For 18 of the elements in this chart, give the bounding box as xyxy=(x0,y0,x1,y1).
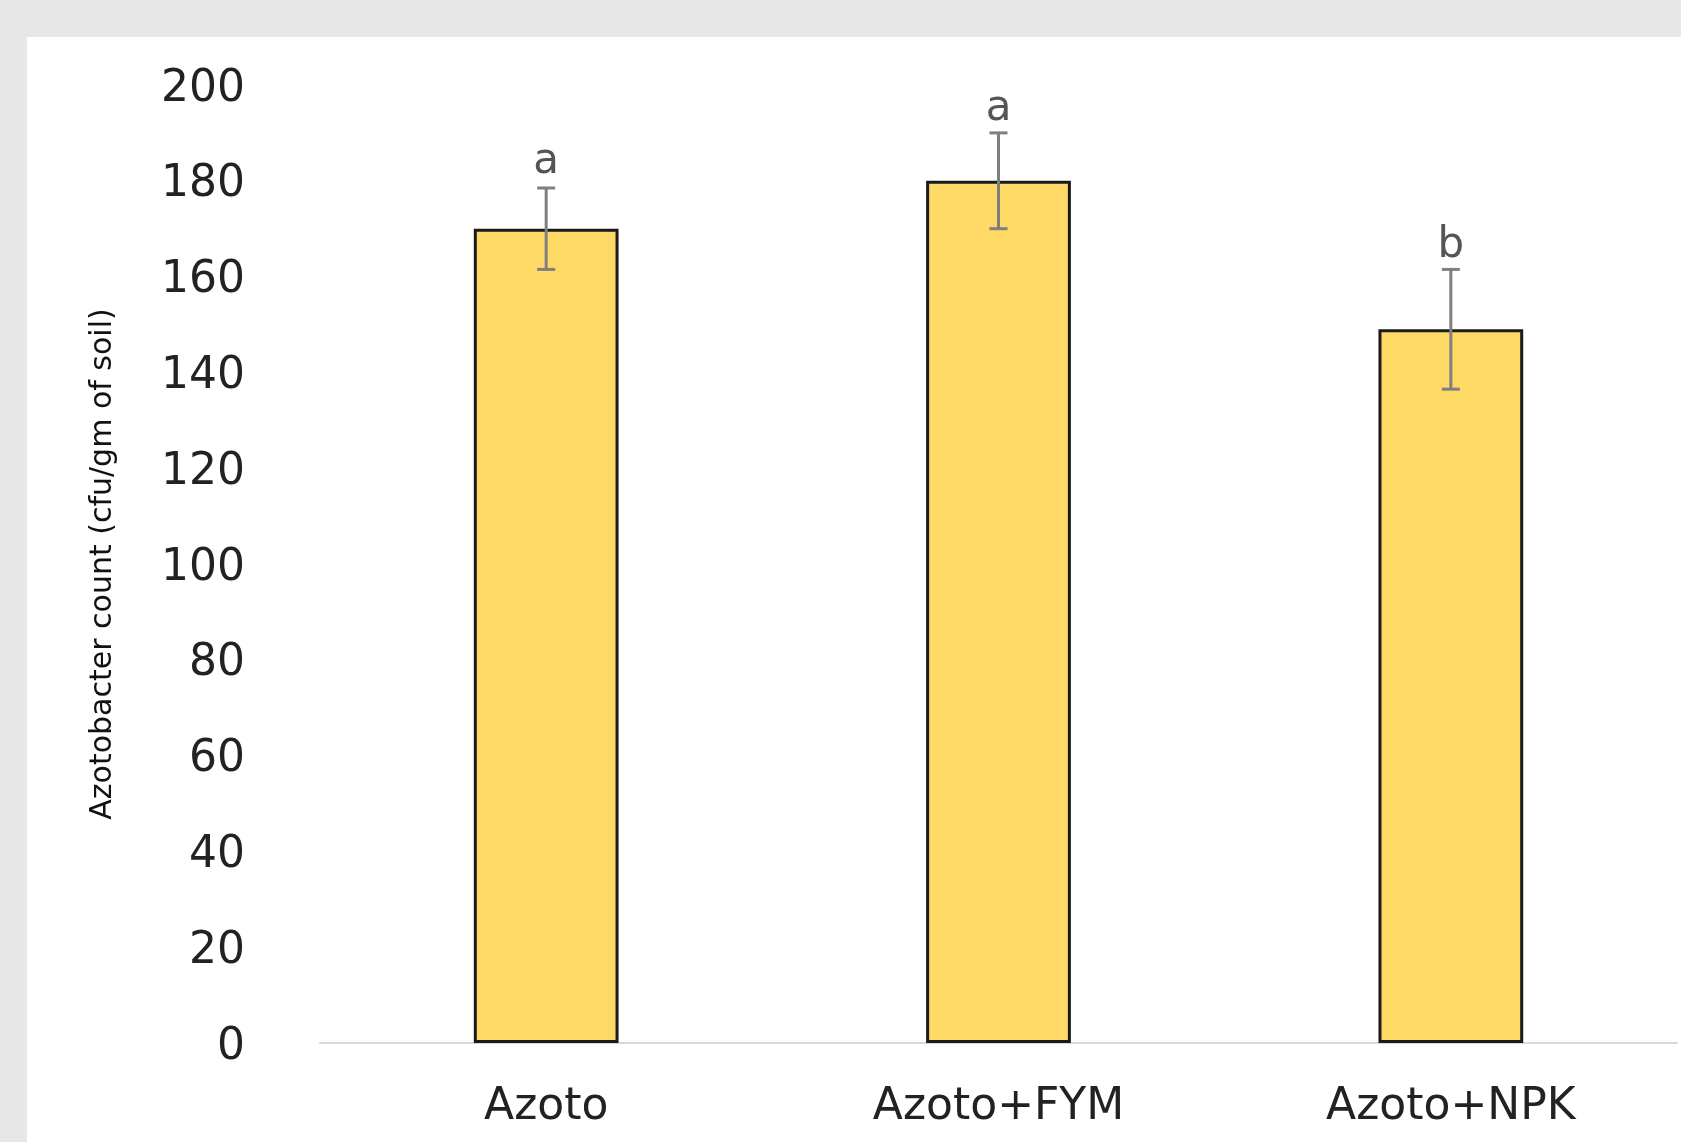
y-tick-label: 160 xyxy=(161,251,245,303)
annotation: b xyxy=(1437,217,1465,267)
x-tick-label: Azoto+NPK xyxy=(1326,1077,1577,1129)
y-tick-label: 60 xyxy=(189,730,245,782)
y-tick-label: 40 xyxy=(189,825,245,877)
x-tick-label: Azoto xyxy=(484,1077,609,1129)
y-tick-label: 0 xyxy=(217,1017,245,1069)
x-tick-label: Azoto+FYM xyxy=(872,1077,1125,1129)
annotation: a xyxy=(533,134,560,184)
y-tick-label: 120 xyxy=(161,442,245,494)
y-tick-label: 100 xyxy=(161,538,245,590)
y-tick-label: 20 xyxy=(189,921,245,973)
y-tick-label: 200 xyxy=(161,59,245,111)
y-tick-label: 180 xyxy=(161,155,245,207)
y-tick-label: 140 xyxy=(161,346,245,398)
annotation: a xyxy=(985,81,1012,131)
y-tick-label: 80 xyxy=(189,634,245,686)
y-axis-title: Azotobacter count (cfu/gm of soil) xyxy=(82,308,118,820)
